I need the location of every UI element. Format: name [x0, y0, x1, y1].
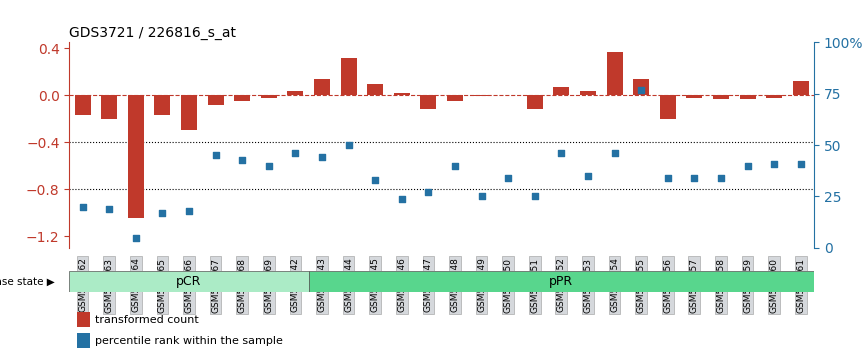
Bar [314, 79, 330, 95]
Bar [128, 95, 144, 218]
Bar [261, 95, 277, 98]
Bar [208, 95, 223, 105]
Bar [713, 95, 729, 99]
Point [368, 177, 382, 183]
Text: percentile rank within the sample: percentile rank within the sample [95, 336, 283, 346]
Point [209, 153, 223, 158]
Bar [77, 333, 90, 348]
Point [527, 194, 541, 199]
Point [236, 157, 249, 162]
Point [156, 210, 170, 216]
Point [714, 175, 727, 181]
Bar [553, 87, 569, 95]
Bar [288, 91, 303, 95]
Point [661, 175, 675, 181]
Point [102, 206, 116, 212]
Bar [308, 271, 814, 292]
Point [767, 161, 781, 166]
Point [262, 163, 275, 169]
Point [422, 189, 436, 195]
Bar [234, 95, 250, 101]
Point [634, 87, 648, 92]
Point [129, 235, 143, 240]
Point [501, 175, 515, 181]
Bar [77, 312, 90, 327]
Bar [154, 95, 171, 115]
Point [315, 155, 329, 160]
Bar [580, 91, 596, 95]
Point [395, 196, 409, 201]
Bar [660, 95, 675, 119]
Text: transformed count: transformed count [95, 315, 199, 325]
Bar [687, 95, 702, 98]
Bar [367, 84, 383, 95]
Text: disease state ▶: disease state ▶ [0, 276, 55, 286]
Bar [527, 95, 543, 109]
Bar [766, 95, 782, 98]
Bar [74, 95, 91, 115]
Bar [792, 81, 809, 95]
Point [794, 161, 808, 166]
Point [288, 150, 302, 156]
Bar [69, 271, 308, 292]
Point [448, 163, 462, 169]
Bar [474, 95, 489, 96]
Text: pCR: pCR [177, 275, 202, 288]
Point [554, 150, 568, 156]
Bar [101, 95, 117, 119]
Point [740, 163, 754, 169]
Point [475, 194, 488, 199]
Point [581, 173, 595, 179]
Text: pPR: pPR [549, 275, 573, 288]
Bar [394, 93, 410, 95]
Bar [181, 95, 197, 131]
Point [688, 175, 701, 181]
Bar [633, 79, 650, 95]
Bar [740, 95, 755, 99]
Point [182, 208, 196, 214]
Bar [340, 58, 357, 95]
Bar [606, 52, 623, 95]
Bar [420, 95, 436, 109]
Point [341, 142, 355, 148]
Bar [447, 95, 463, 101]
Point [75, 204, 89, 210]
Point [608, 150, 622, 156]
Text: GDS3721 / 226816_s_at: GDS3721 / 226816_s_at [69, 26, 236, 40]
